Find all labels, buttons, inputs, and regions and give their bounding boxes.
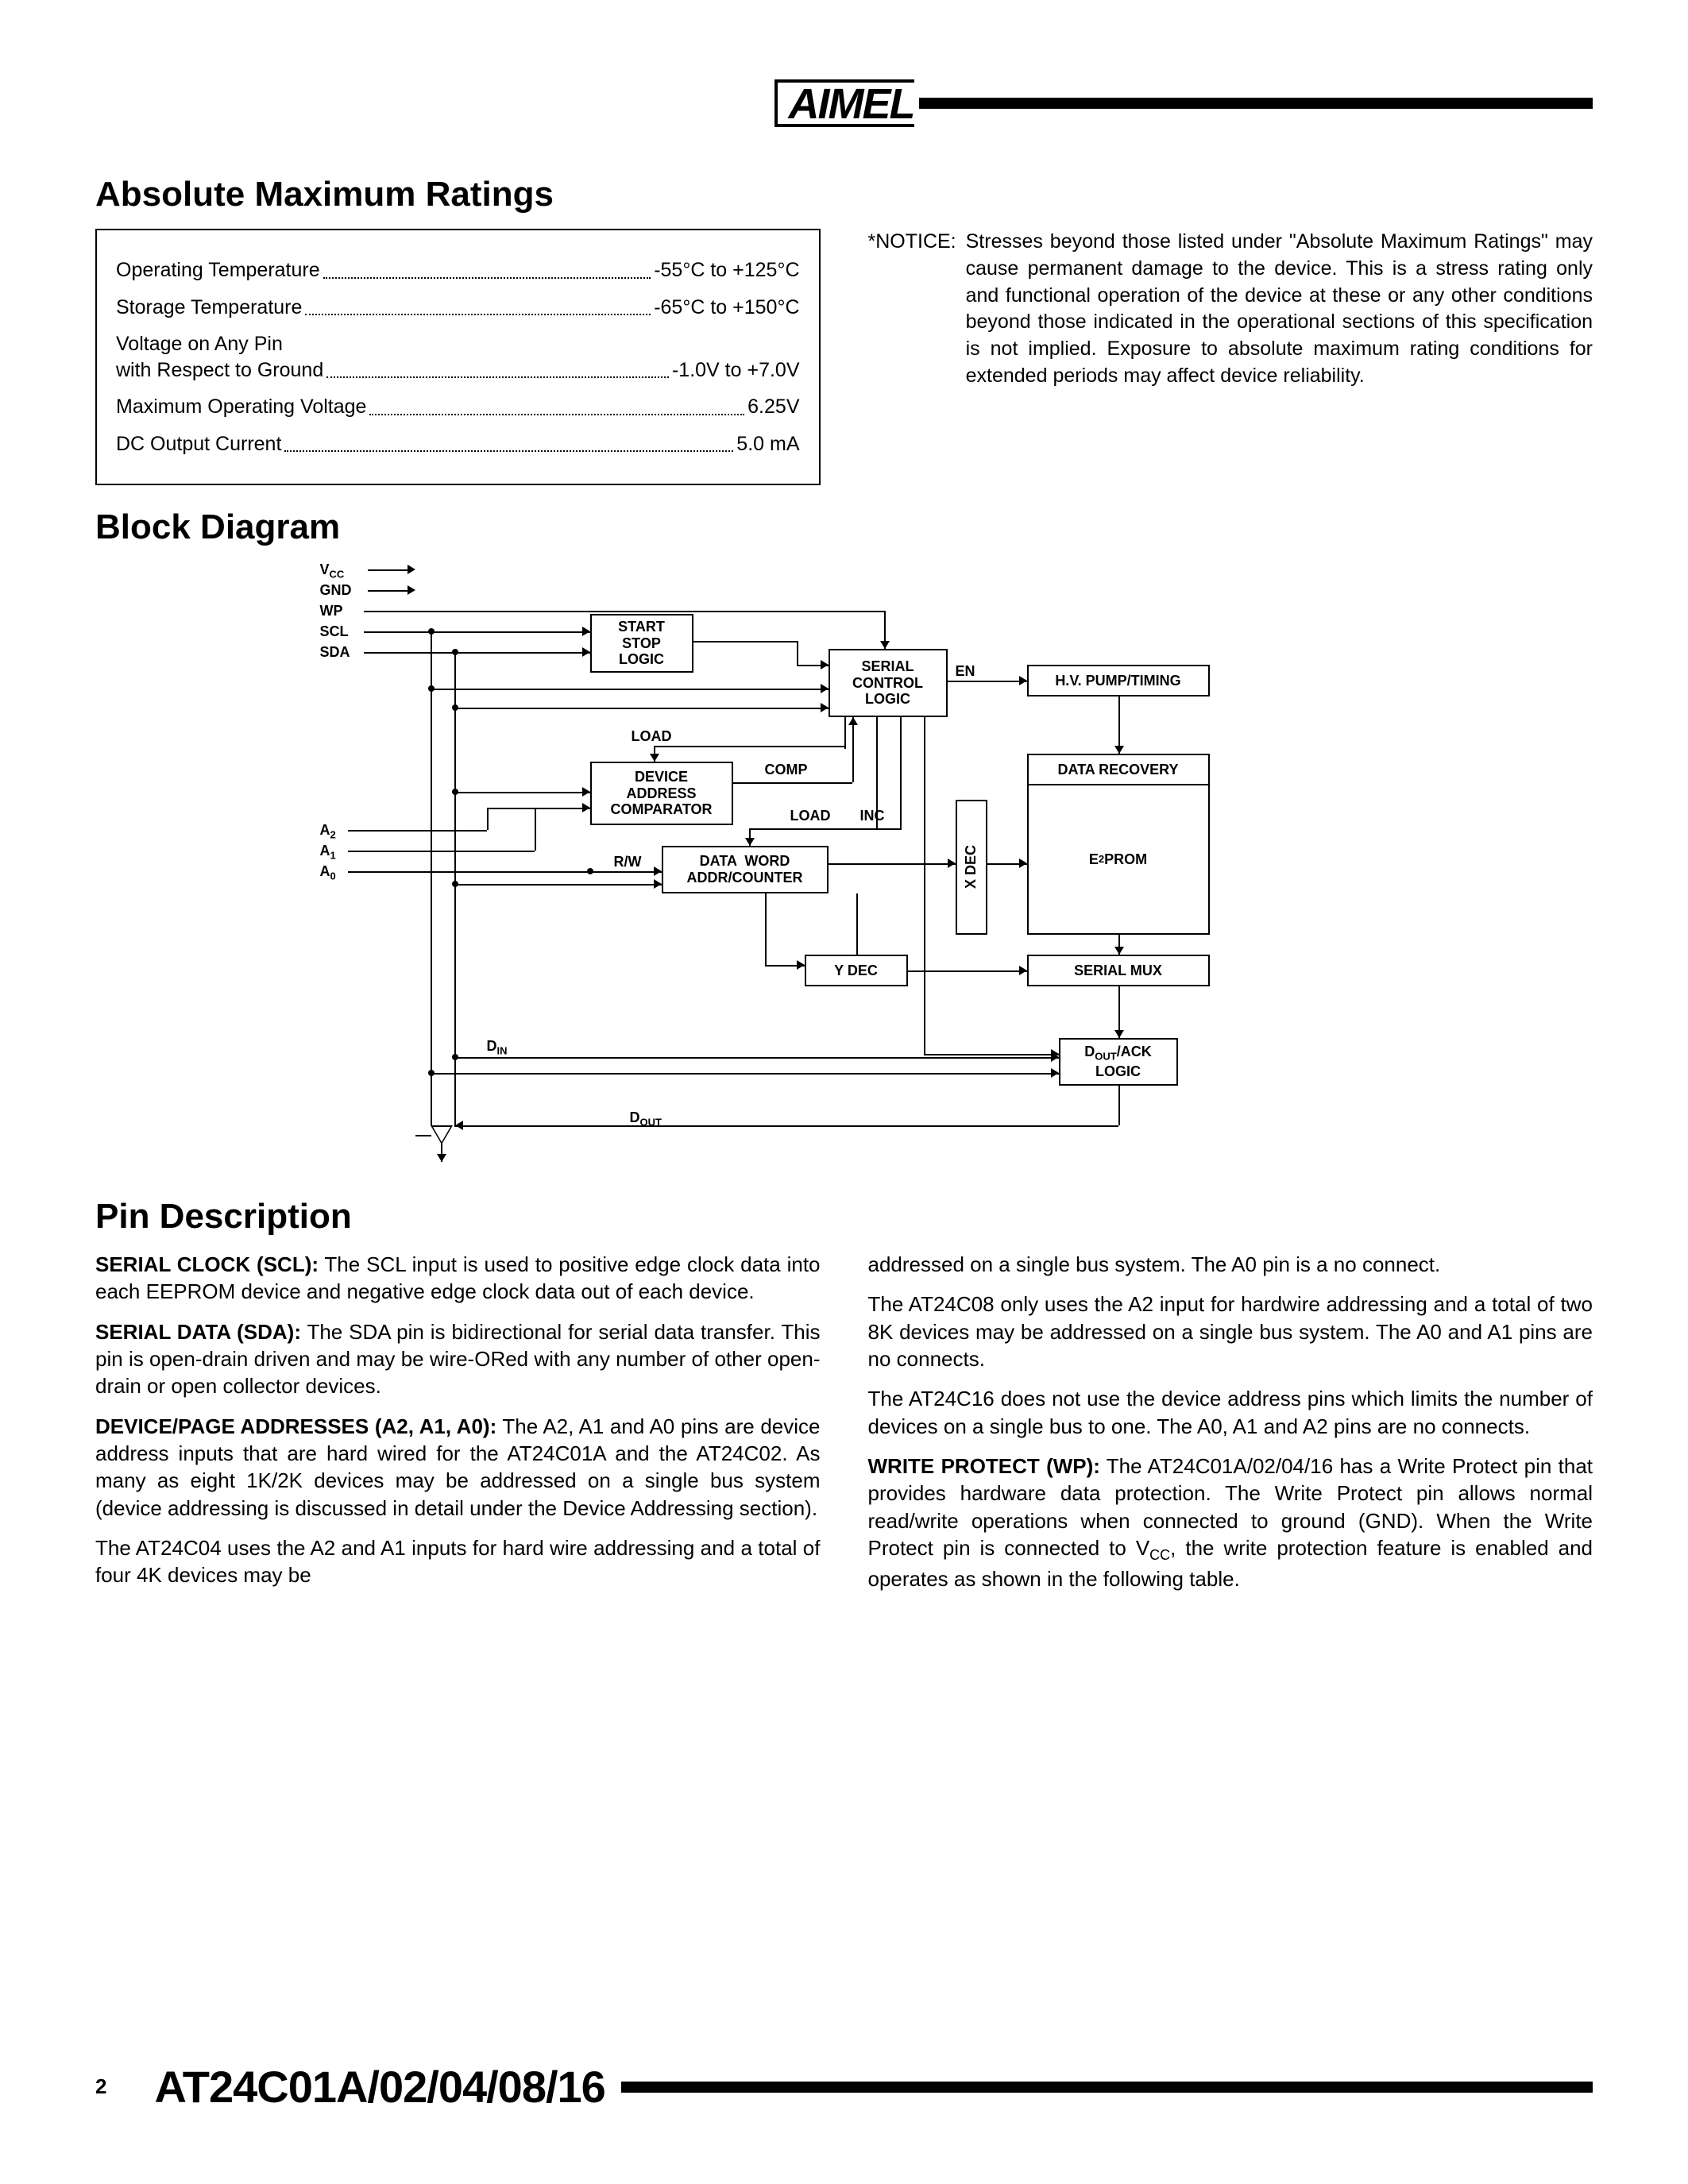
pin-wp: WP [320, 603, 343, 619]
pin-scl: SCL [320, 623, 349, 640]
header-rule [919, 98, 1593, 109]
header-bar: AIMEL [95, 79, 1593, 127]
label-inc: INC [860, 808, 885, 824]
pin-a1: A1 [320, 843, 336, 862]
label-rw: R/W [614, 854, 642, 870]
box-hv-pump: H.V. PUMP/TIMING [1027, 665, 1210, 696]
pin-desc-para: The AT24C04 uses the A2 and A1 inputs fo… [95, 1534, 821, 1589]
pin-din: DIN [487, 1038, 508, 1057]
box-xdec: X DEC [956, 800, 987, 935]
box-serial-mux: SERIAL MUX [1027, 955, 1210, 986]
rating-dots [326, 376, 669, 378]
label-load: LOAD [632, 728, 672, 745]
rating-value: 6.25V [747, 394, 799, 420]
box-dout-ack: DOUT/ACK LOGIC [1059, 1038, 1178, 1086]
box-start-stop: START STOP LOGIC [590, 614, 693, 673]
label-load2: LOAD [790, 808, 831, 824]
rating-dots [305, 314, 651, 315]
label-en: EN [956, 663, 975, 680]
pin-desc-para: WRITE PROTECT (WP): The AT24C01A/02/04/1… [868, 1453, 1593, 1592]
notice-text: Stresses beyond those listed under "Abso… [966, 229, 1593, 390]
pin-desc-para: The AT24C08 only uses the A2 input for h… [868, 1291, 1593, 1372]
rating-value: 5.0 mA [736, 431, 799, 457]
rating-row: Storage Temperature -65°C to +150°C [116, 295, 800, 321]
footer: 2 AT24C01A/02/04/08/16 [95, 2061, 1593, 2113]
ratings-table: Operating Temperature -55°C to +125°C St… [95, 229, 821, 485]
pin-a0: A0 [320, 863, 336, 882]
box-e2prom: E2PROM [1027, 785, 1210, 935]
rating-label: Maximum Operating Voltage [116, 394, 366, 420]
pin-vcc: VCC [320, 561, 345, 581]
pin-a2: A2 [320, 822, 336, 841]
rating-value: -1.0V to +7.0V [672, 357, 800, 384]
rating-row: Maximum Operating Voltage 6.25V [116, 394, 800, 420]
rating-dots [323, 277, 651, 279]
atmel-logo: AIMEL [774, 79, 914, 127]
rating-label: DC Output Current [116, 431, 281, 457]
box-device-addr: DEVICE ADDRESS COMPARATOR [590, 762, 733, 825]
rating-label: Operating Temperature [116, 257, 320, 284]
notice-label: *NOTICE: [868, 229, 956, 390]
pin-gnd: GND [320, 582, 352, 599]
pin-desc-para: addressed on a single bus system. The A0… [868, 1251, 1593, 1278]
rating-dots [369, 414, 744, 415]
label-comp: COMP [765, 762, 808, 778]
ratings-section: Operating Temperature -55°C to +125°C St… [95, 229, 1593, 485]
rating-dots [284, 450, 733, 452]
rating-label: Voltage on Any Pin with Respect to Groun… [116, 331, 323, 383]
box-data-recovery: DATA RECOVERY [1027, 754, 1210, 785]
pin-desc-para: DEVICE/PAGE ADDRESSES (A2, A1, A0): The … [95, 1413, 821, 1522]
ratings-heading: Absolute Maximum Ratings [95, 175, 1593, 214]
pin-desc-para: The AT24C16 does not use the device addr… [868, 1385, 1593, 1440]
pin-description: SERIAL CLOCK (SCL): The SCL input is use… [95, 1251, 1593, 1605]
page-number: 2 [95, 2074, 106, 2099]
rating-row: Voltage on Any Pin with Respect to Groun… [116, 331, 800, 383]
block-diagram-heading: Block Diagram [95, 507, 1593, 547]
pin-sda: SDA [320, 644, 350, 661]
pin-desc-para: SERIAL CLOCK (SCL): The SCL input is use… [95, 1251, 821, 1306]
rating-row: DC Output Current 5.0 mA [116, 431, 800, 457]
box-ydec: Y DEC [805, 955, 908, 986]
rating-label: Storage Temperature [116, 295, 302, 321]
pin-desc-para: SERIAL DATA (SDA): The SDA pin is bidire… [95, 1318, 821, 1400]
pin-desc-heading: Pin Description [95, 1197, 1593, 1237]
footer-rule [621, 2082, 1593, 2093]
block-diagram: VCC GND WP SCL SDA A2 A1 A0 START STOP L… [320, 561, 1369, 1173]
box-data-word: DATA WORD ADDR/COUNTER [662, 846, 829, 893]
rating-value: -65°C to +150°C [654, 295, 799, 321]
part-number: AT24C01A/02/04/08/16 [154, 2061, 605, 2113]
box-serial-control: SERIAL CONTROL LOGIC [829, 649, 948, 717]
notice: *NOTICE: Stresses beyond those listed un… [868, 229, 1593, 390]
rating-row: Operating Temperature -55°C to +125°C [116, 257, 800, 284]
rating-value: -55°C to +125°C [654, 257, 799, 284]
